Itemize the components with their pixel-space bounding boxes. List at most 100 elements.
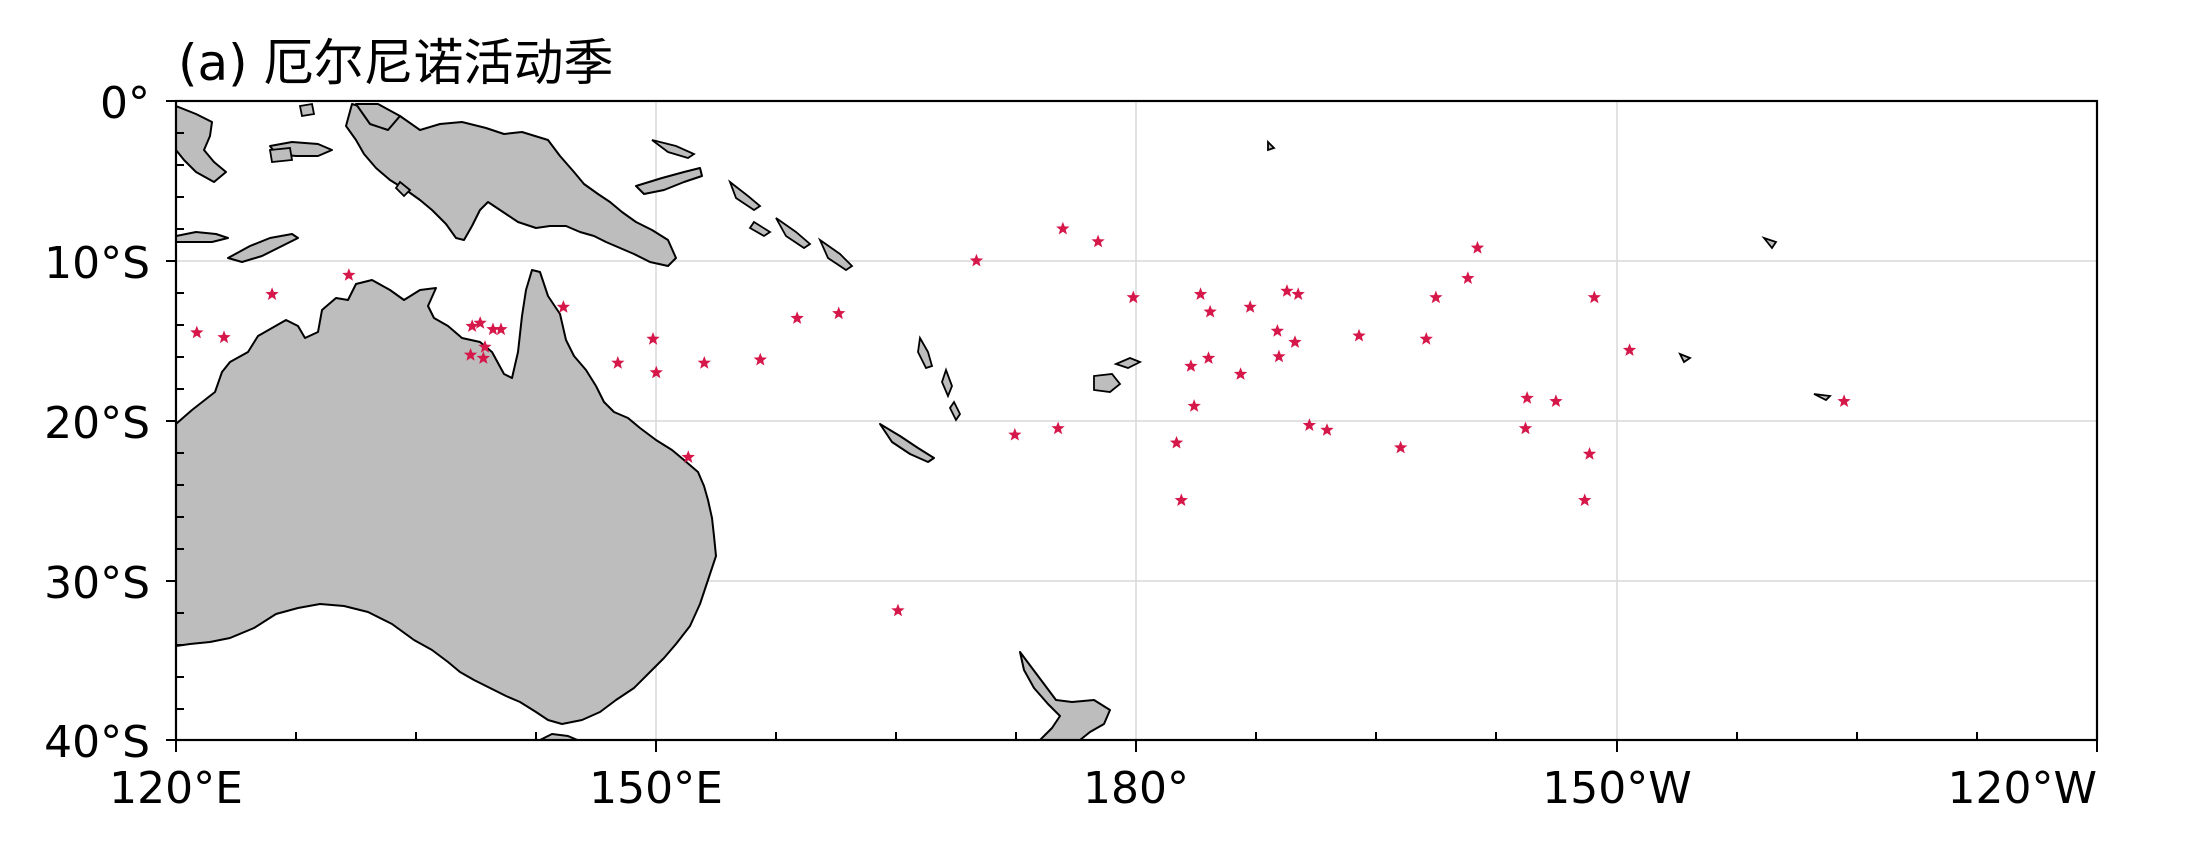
vanuatu-island-1 — [917, 335, 934, 370]
small-island-6 — [1267, 139, 1276, 152]
cyclone-marker-4 — [465, 319, 479, 332]
small-island-1 — [268, 147, 294, 163]
new-caledonia-landmass — [879, 423, 935, 463]
cyclone-marker-39 — [1288, 335, 1302, 348]
cyclone-marker-5 — [473, 316, 487, 329]
small-island-2 — [298, 102, 316, 118]
cyclone-marker-38 — [1280, 284, 1294, 297]
map-title: (a) 厄尔尼诺活动季 — [178, 34, 614, 92]
small-island-8 — [1678, 352, 1692, 364]
indonesia-landmass — [176, 105, 227, 183]
vanuatu-island-2 — [941, 367, 953, 399]
x-tick-label-120e: 120°E — [109, 763, 243, 814]
cyclone-marker-54 — [1587, 290, 1601, 304]
new-guinea-landmass — [345, 103, 677, 267]
left-minor-ticks — [176, 132, 184, 710]
x-tick-label-180: 180° — [1083, 763, 1189, 814]
cyclone-marker-47 — [1461, 271, 1475, 284]
bottom-minor-ticks — [295, 732, 1978, 740]
cyclone-marker-56 — [1837, 394, 1851, 407]
cyclone-marker-13 — [646, 332, 660, 345]
x-tick-labels: 120°E 150°E 180° 150°W 120°W — [109, 763, 2097, 814]
flores-landmass — [176, 231, 229, 243]
cyclone-marker-2 — [265, 287, 279, 300]
landmasses — [176, 102, 1832, 740]
cyclone-marker-22 — [1008, 427, 1022, 441]
small-island-7 — [1813, 393, 1832, 402]
halmahera-landmass — [355, 103, 401, 131]
cyclone-marker-3 — [342, 268, 356, 281]
cyclone-marker-14 — [649, 365, 663, 379]
cyclone-marker-30 — [1187, 399, 1201, 412]
cyclone-marker-23 — [1051, 421, 1065, 435]
cyclone-marker-34 — [1233, 367, 1248, 380]
small-island-5 — [1761, 236, 1778, 250]
cyclone-marker-29 — [1184, 359, 1198, 372]
x-tick-label-120w: 120°W — [1948, 763, 2098, 814]
cyclone-marker-1 — [217, 330, 231, 344]
cyclone-marker-28 — [1174, 493, 1188, 506]
new-britain-landmass — [635, 167, 703, 195]
cyclone-marker-12 — [611, 356, 625, 369]
fiji-island — [1093, 373, 1122, 393]
cyclone-marker-37 — [1272, 349, 1286, 363]
y-tick-label-10s: 10°S — [44, 238, 150, 289]
cyclone-marker-18 — [790, 311, 804, 324]
solomon-island-1 — [728, 179, 762, 212]
y-tick-label-30s: 30°S — [44, 558, 150, 609]
cyclone-marker-10 — [478, 340, 492, 353]
cyclone-marker-27 — [1169, 435, 1184, 449]
cyclone-marker-8 — [463, 348, 478, 361]
cyclone-marker-7 — [494, 322, 508, 336]
cyclone-marker-41 — [1302, 418, 1316, 431]
solomon-island-3 — [817, 237, 854, 272]
y-tick-label-20s: 20°S — [44, 398, 150, 449]
vanua-levu-island — [1113, 357, 1143, 369]
cyclone-markers — [190, 221, 1851, 617]
new-zealand-landmass — [1019, 651, 1111, 740]
small-island-3 — [394, 180, 412, 198]
cyclone-marker-17 — [753, 352, 767, 366]
cyclone-marker-6 — [486, 322, 500, 336]
cyclone-marker-33 — [1203, 304, 1217, 318]
cyclone-marker-40 — [1291, 287, 1305, 300]
cyclone-marker-45 — [1419, 332, 1433, 345]
major-ticks — [166, 100, 2098, 752]
cyclone-marker-9 — [476, 351, 490, 364]
cyclone-marker-51 — [1549, 394, 1563, 407]
cyclone-marker-32 — [1201, 351, 1216, 364]
tasmania-landmass — [539, 733, 580, 740]
cyclone-marker-42 — [1320, 423, 1334, 436]
y-tick-label-0: 0° — [100, 78, 150, 129]
cyclone-marker-21 — [969, 253, 984, 267]
cyclone-marker-43 — [1352, 328, 1366, 342]
cyclone-marker-25 — [1091, 234, 1105, 248]
cyclone-marker-20 — [891, 603, 905, 617]
x-tick-label-150w: 150°W — [1542, 763, 1692, 814]
solomon-island-2 — [775, 217, 812, 250]
cyclone-marker-50 — [1520, 391, 1534, 404]
cyclone-marker-52 — [1578, 493, 1592, 506]
cyclone-marker-36 — [1270, 324, 1284, 337]
cyclone-marker-16 — [681, 450, 695, 463]
cyclone-marker-53 — [1582, 447, 1597, 460]
cyclone-marker-11 — [556, 300, 571, 313]
cyclone-marker-31 — [1193, 287, 1208, 300]
y-tick-labels: 0° 10°S 20°S 30°S 40°S — [44, 78, 150, 768]
cyclone-marker-26 — [1126, 290, 1140, 304]
x-tick-label-150e: 150°E — [589, 763, 723, 814]
cyclone-marker-19 — [832, 306, 846, 320]
cyclone-marker-15 — [697, 356, 711, 369]
cyclone-marker-46 — [1429, 290, 1443, 304]
cyclone-marker-44 — [1394, 440, 1408, 454]
cyclone-marker-35 — [1243, 300, 1257, 313]
cyclone-marker-55 — [1622, 343, 1637, 356]
y-tick-label-40s: 40°S — [44, 717, 150, 768]
australia-landmass — [176, 269, 717, 725]
small-island-4 — [651, 139, 696, 159]
cyclone-marker-0 — [190, 325, 204, 339]
cyclone-marker-24 — [1056, 221, 1070, 235]
vanuatu-island-3 — [948, 400, 962, 422]
cyclone-marker-49 — [1518, 421, 1533, 435]
